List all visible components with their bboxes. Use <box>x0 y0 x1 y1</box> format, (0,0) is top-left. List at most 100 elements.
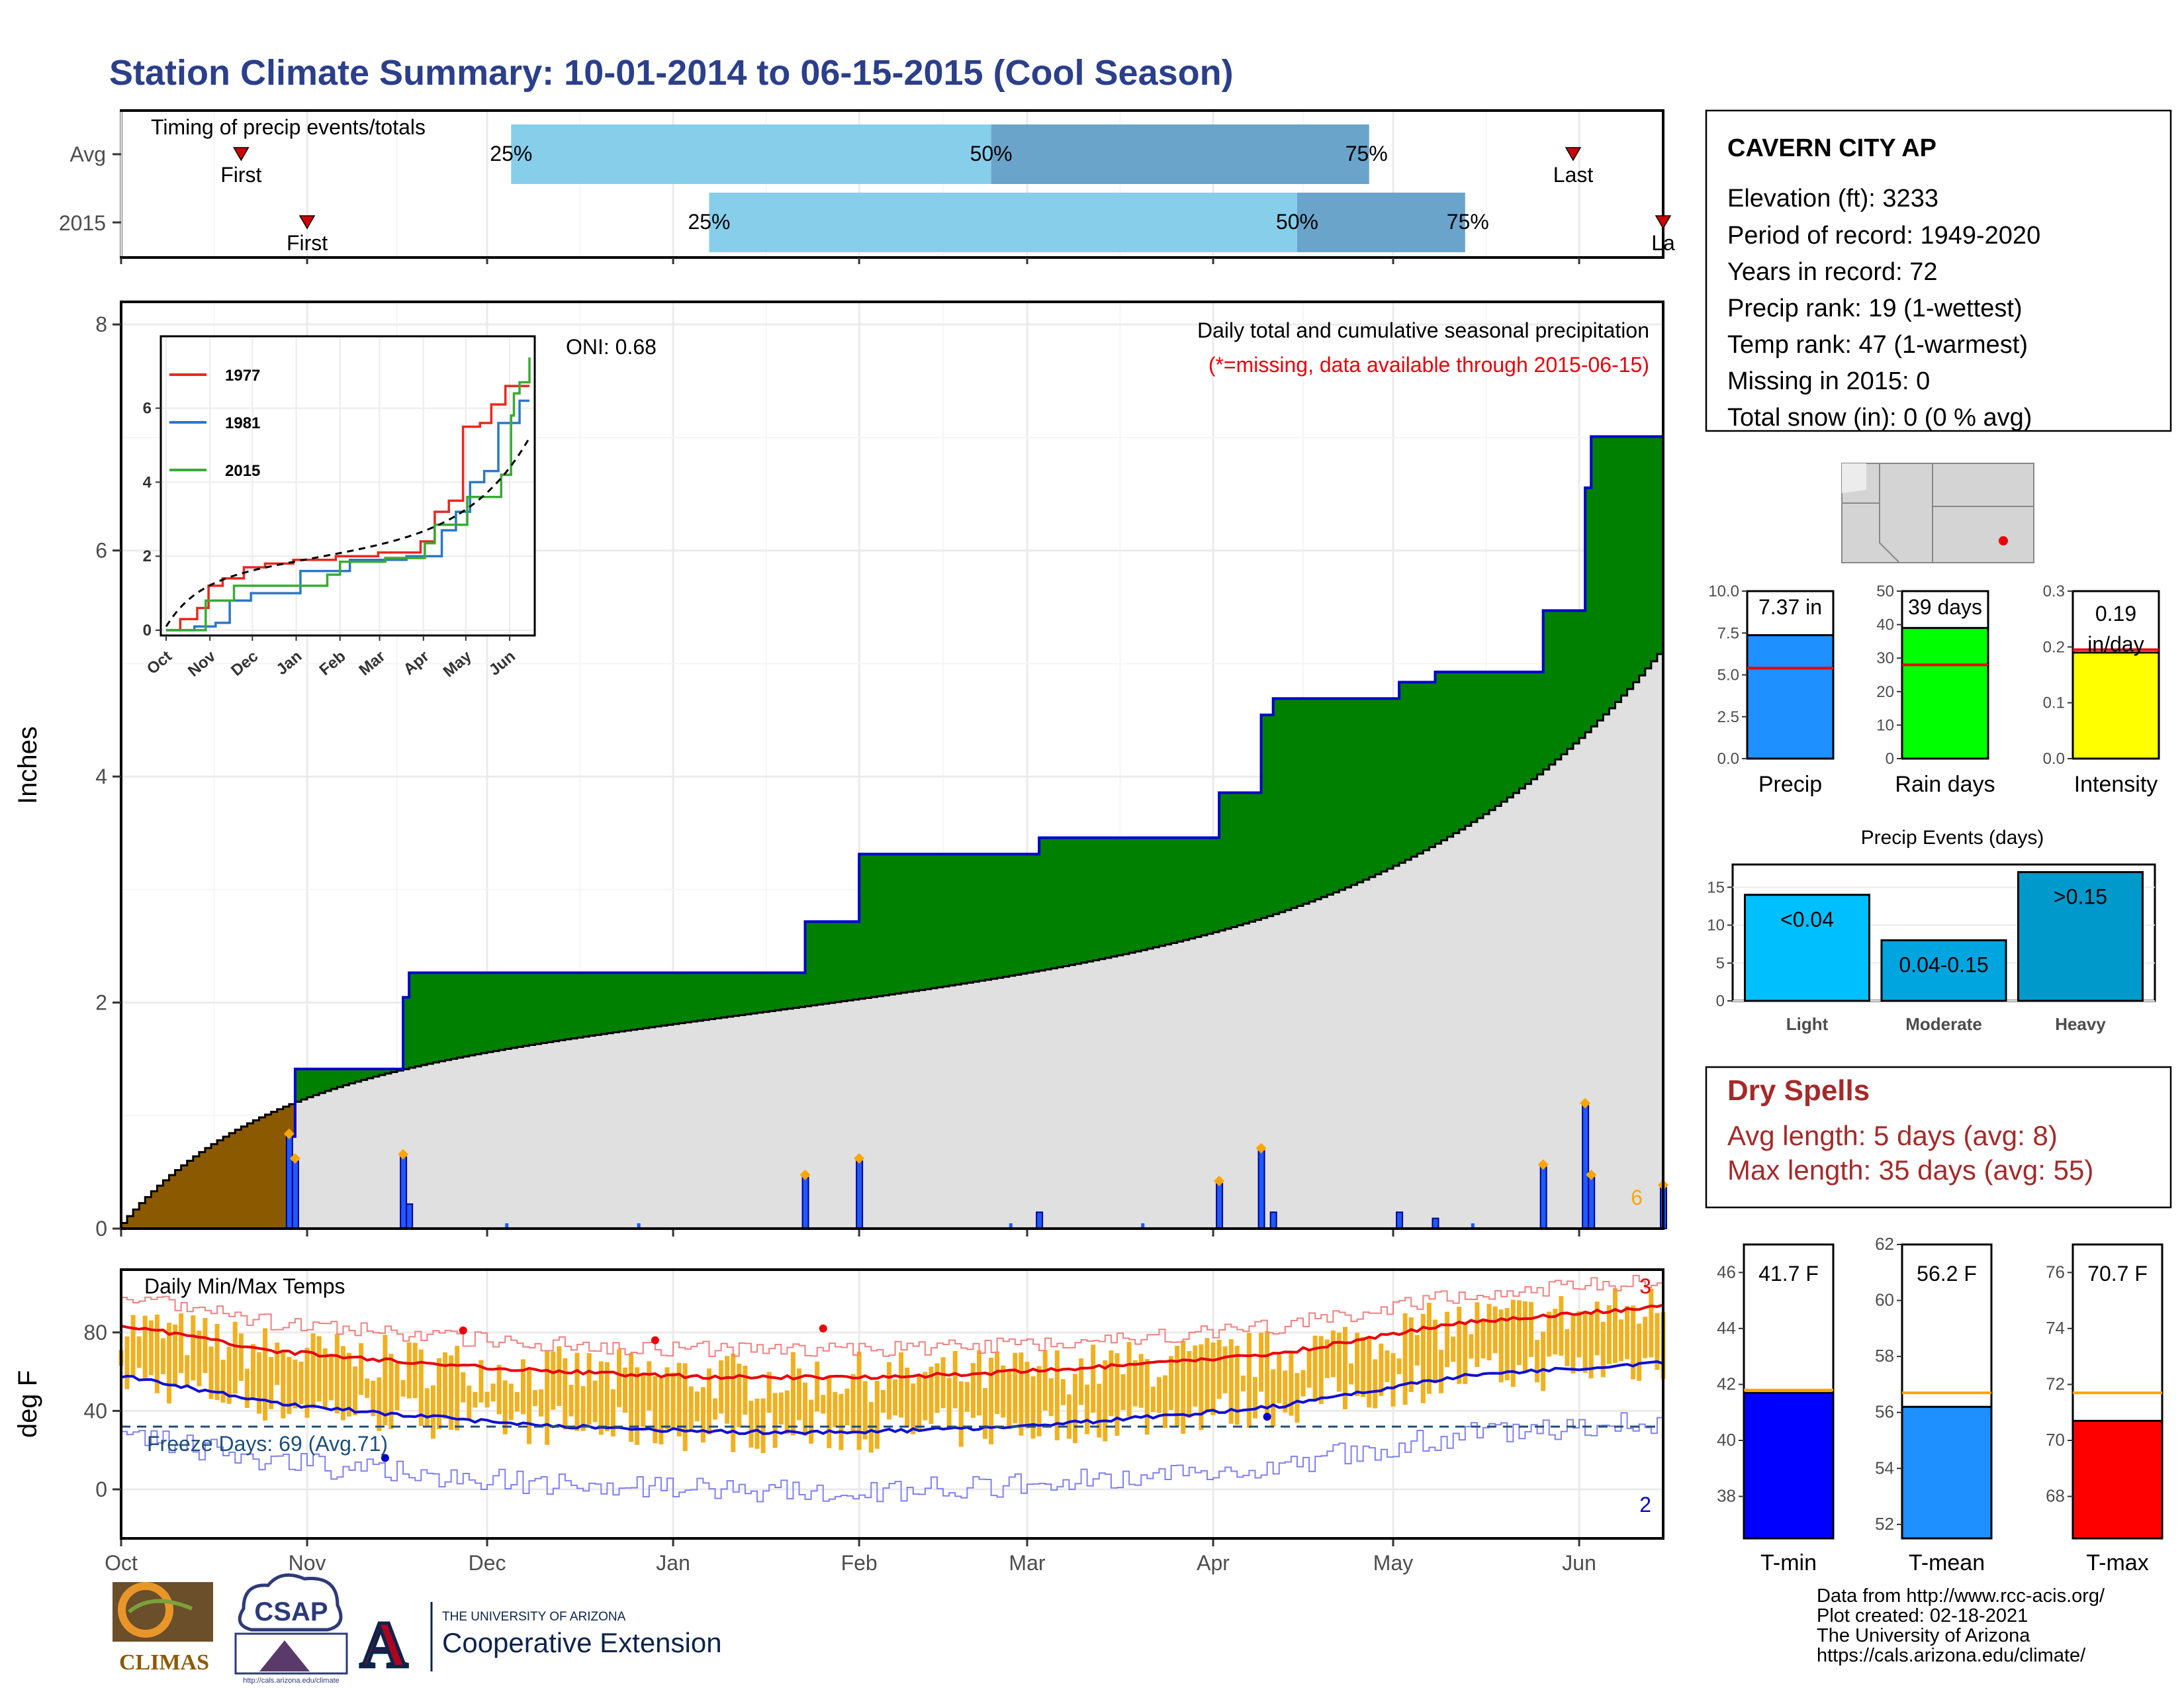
station-years: Years in record: 72 <box>1727 258 1938 286</box>
daily-temp-bar <box>809 1399 814 1444</box>
daily-temp-bar <box>874 1381 880 1449</box>
summary-ytick-label-1-5: 50 <box>1876 583 1894 600</box>
temp-summary-ytick-label-1-5: 62 <box>1875 1234 1894 1254</box>
precip-above-avg-band <box>1363 698 1370 880</box>
precip-above-avg-band <box>1153 837 1160 948</box>
daily-precip-bar-11 <box>1432 1217 1439 1230</box>
summary-ytick-label-2-0: 0.0 <box>2043 750 2065 768</box>
precip-above-avg-band <box>1213 837 1220 933</box>
precip-above-avg-band <box>793 972 800 1008</box>
daily-temp-bar <box>1024 1362 1030 1429</box>
timing-bar-25-50-2015 <box>709 193 1297 252</box>
daily-temp-bar <box>1259 1332 1264 1392</box>
record-low-line <box>121 1412 1664 1503</box>
precip-below-avg-band <box>223 1137 230 1229</box>
temp-summary-ytick-label-1-4: 60 <box>1875 1290 1894 1310</box>
precip-above-avg-band <box>799 972 806 1008</box>
daily-temp-bar <box>520 1359 525 1415</box>
precip-above-avg-band <box>1651 436 1658 661</box>
precip-above-avg-band <box>853 921 860 1000</box>
footer-line-1: Data from http://www.rcc-acis.org/ <box>1817 1585 2105 1607</box>
precip-above-avg-band <box>325 1068 332 1092</box>
daily-temp-bar <box>1091 1344 1096 1413</box>
daily-precip-bar-3 <box>406 1203 414 1230</box>
daily-temp-bar <box>923 1372 928 1421</box>
precip-above-avg-band <box>1291 698 1298 908</box>
timing-first-marker <box>233 147 250 162</box>
daily-temp-bar <box>1498 1309 1504 1383</box>
precip-above-avg-band <box>883 854 890 996</box>
daily-temp-bar <box>700 1387 705 1443</box>
precip-above-avg-band <box>337 1068 344 1088</box>
daily-temp-bar <box>1289 1352 1294 1416</box>
precip-above-avg-band <box>1453 672 1460 833</box>
precip-below-avg-band <box>157 1186 164 1229</box>
daily-precip-extreme-marker-8 <box>1255 1143 1267 1154</box>
daily-temp-bar <box>1606 1305 1612 1364</box>
daily-temp-bar <box>766 1372 772 1413</box>
daily-temp-bar <box>983 1388 988 1439</box>
record-low-marker-1 <box>1263 1413 1271 1421</box>
precip-above-avg-band <box>763 972 770 1012</box>
precip-above-avg-band <box>1345 698 1352 888</box>
precip-above-avg-band <box>451 972 458 1059</box>
daily-temp-bar <box>706 1368 711 1434</box>
daily-temp-bar <box>142 1315 148 1378</box>
temp-summary-value-2: 70.7 F <box>2087 1262 2148 1286</box>
daily-precip-extreme-marker-4 <box>799 1169 811 1180</box>
precip-above-avg-band <box>1309 698 1316 902</box>
timing-p50-label: 50% <box>1276 210 1318 234</box>
precip-above-avg-band <box>1645 436 1652 669</box>
precip-ytick-label-2: 4 <box>95 765 107 788</box>
precip-below-avg-band <box>277 1109 284 1229</box>
precip-above-avg-band <box>1357 698 1364 882</box>
daily-precip-bar-4 <box>801 1176 809 1230</box>
precip-above-avg-band <box>1315 698 1322 900</box>
daily-temp-bar <box>772 1393 778 1448</box>
daily-temp-bar <box>694 1391 700 1422</box>
precip-above-avg-band <box>865 854 872 998</box>
legend-2015: 2015 <box>225 462 260 480</box>
daily-temp-bar <box>970 1363 976 1418</box>
precip-above-avg-band <box>1387 698 1394 869</box>
month-label-3: Jan <box>656 1551 690 1575</box>
daily-precip-extreme-marker-7 <box>1214 1175 1225 1186</box>
daily-temp-bar <box>514 1391 520 1412</box>
daily-precip-bar-6 <box>1036 1211 1044 1229</box>
precip-above-avg-band <box>1063 837 1070 966</box>
daily-temp-bar <box>1480 1321 1486 1359</box>
precip-above-avg-band <box>565 972 572 1040</box>
precip-above-avg-band <box>529 972 536 1045</box>
daily-temp-bar <box>1066 1394 1071 1439</box>
daily-temp-bar <box>1312 1335 1318 1400</box>
precip-above-avg-band <box>403 997 410 1070</box>
precip-above-avg-band <box>643 972 650 1029</box>
daily-precip-bar-9 <box>1269 1211 1277 1229</box>
daily-temp-bar <box>1019 1352 1024 1436</box>
month-label-4: Feb <box>841 1551 878 1575</box>
daily-temp-bar <box>1156 1377 1161 1413</box>
precip-above-avg-band <box>745 972 752 1015</box>
precip-above-avg-band <box>1621 436 1628 696</box>
daily-temp-bar <box>1013 1352 1018 1424</box>
precip-above-avg-band <box>1225 792 1232 929</box>
temp-summary-value-0: 41.7 F <box>1758 1262 1819 1286</box>
summary-value-label-1: 39 days <box>1908 595 1982 619</box>
precip-above-avg-band <box>925 854 932 990</box>
precip-above-avg-band <box>721 972 728 1018</box>
daily-temp-bar <box>1295 1373 1300 1423</box>
precip-below-avg-band <box>145 1197 152 1229</box>
daily-temp-bar <box>1138 1354 1144 1408</box>
daily-temp-bar <box>580 1385 586 1431</box>
precip-below-avg-band <box>169 1175 176 1229</box>
precip-below-avg-band <box>181 1165 188 1229</box>
precip-above-avg-band <box>889 854 896 995</box>
precip-above-avg-band <box>1171 837 1178 943</box>
csap-url: http://cals.arizona.edu/climate <box>243 1677 340 1685</box>
daily-temp-bar <box>995 1351 1000 1415</box>
precip-above-avg-band <box>673 972 680 1024</box>
summary-ytick-label-0-2: 5.0 <box>1717 667 1739 684</box>
month-label-7: May <box>1373 1551 1413 1575</box>
daily-temp-bar <box>563 1358 568 1430</box>
daily-temp-bar <box>1085 1384 1090 1434</box>
